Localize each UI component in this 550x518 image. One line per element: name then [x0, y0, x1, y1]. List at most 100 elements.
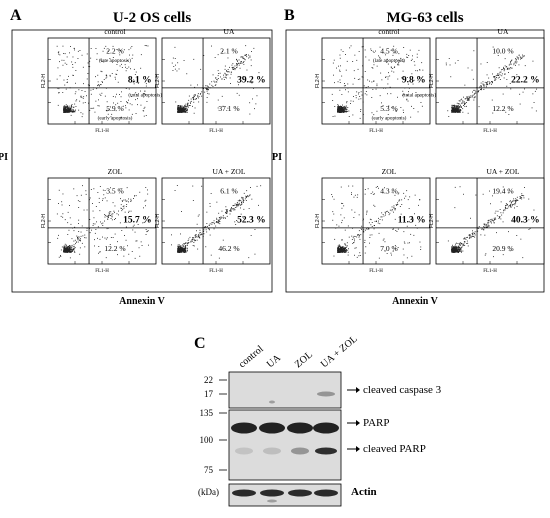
data-point: [357, 194, 359, 196]
data-point: [467, 67, 469, 69]
data-point: [173, 66, 175, 67]
data-point: [68, 107, 70, 109]
data-point: [178, 248, 180, 250]
data-point: [452, 110, 454, 112]
data-point: [194, 239, 196, 241]
data-point: [455, 248, 457, 250]
data-point: [135, 113, 137, 114]
data-point: [232, 208, 233, 210]
data-point: [420, 102, 422, 103]
data-point: [510, 67, 511, 69]
data-point: [206, 85, 208, 87]
data-point: [178, 251, 180, 253]
data-point: [218, 219, 219, 221]
data-point: [505, 205, 506, 206]
data-point: [392, 250, 394, 252]
data-point: [70, 108, 72, 109]
data-point: [453, 110, 455, 112]
data-point: [371, 67, 373, 68]
data-point: [203, 88, 204, 89]
data-point: [119, 65, 121, 67]
data-point: [359, 78, 361, 80]
data-point: [183, 248, 184, 250]
data-point: [387, 63, 389, 65]
data-point: [508, 231, 509, 233]
data-point: [106, 215, 108, 217]
data-point: [206, 101, 208, 103]
data-point: [77, 200, 79, 202]
data-point: [338, 249, 340, 251]
data-point: [364, 242, 366, 243]
data-point: [343, 249, 345, 250]
data-point: [503, 70, 505, 72]
data-point: [65, 109, 67, 111]
data-point: [343, 110, 345, 111]
data-point: [401, 204, 403, 205]
data-point: [65, 88, 67, 90]
data-point: [493, 222, 495, 224]
data-point: [140, 241, 142, 243]
data-point: [491, 99, 493, 101]
data-point: [332, 62, 334, 64]
data-point: [344, 248, 346, 249]
data-point: [393, 71, 395, 73]
data-point: [203, 55, 205, 56]
data-point: [462, 250, 464, 252]
data-point: [236, 67, 237, 69]
data-point: [69, 107, 71, 109]
data-point: [61, 246, 63, 248]
data-point: [249, 55, 251, 57]
data-point: [59, 54, 61, 56]
data-point: [233, 208, 235, 210]
cleaved-parp-band: [235, 447, 253, 455]
data-point: [65, 110, 67, 111]
data-point: [463, 193, 464, 195]
data-point: [475, 194, 477, 196]
data-point: [511, 201, 513, 203]
data-point: [339, 251, 341, 253]
data-point: [352, 237, 354, 239]
data-point: [205, 229, 207, 231]
data-point: [242, 202, 244, 203]
data-point: [125, 105, 126, 107]
data-point: [511, 59, 513, 61]
data-point: [494, 212, 496, 214]
data-point: [80, 231, 82, 233]
data-point: [342, 110, 344, 112]
late-apoptosis-value: 2.1 %: [220, 46, 238, 55]
data-point: [243, 61, 245, 62]
data-point: [345, 69, 347, 71]
parp-blot: [228, 409, 342, 481]
data-point: [391, 254, 392, 256]
data-point: [107, 113, 109, 115]
data-point: [68, 245, 70, 247]
data-point: [125, 66, 126, 68]
data-point: [201, 233, 202, 235]
data-point: [453, 108, 455, 109]
data-point: [178, 110, 180, 112]
data-point: [358, 255, 360, 257]
data-point: [399, 117, 401, 119]
data-point: [184, 105, 186, 107]
data-point: [505, 207, 507, 209]
data-point: [360, 98, 362, 100]
data-point: [68, 246, 70, 248]
data-point: [345, 243, 346, 245]
data-point: [183, 243, 185, 244]
data-point: [201, 185, 203, 187]
data-point: [105, 77, 107, 79]
data-point: [174, 58, 176, 59]
data-point: [351, 239, 353, 240]
data-point: [454, 105, 456, 107]
data-point: [99, 93, 101, 95]
data-point: [232, 63, 234, 65]
data-point: [495, 218, 497, 220]
data-point: [455, 106, 457, 108]
data-point: [110, 237, 112, 238]
data-point: [108, 214, 110, 216]
data-point: [125, 200, 127, 202]
data-point: [420, 77, 422, 79]
data-point: [418, 219, 420, 221]
data-point: [393, 211, 394, 213]
